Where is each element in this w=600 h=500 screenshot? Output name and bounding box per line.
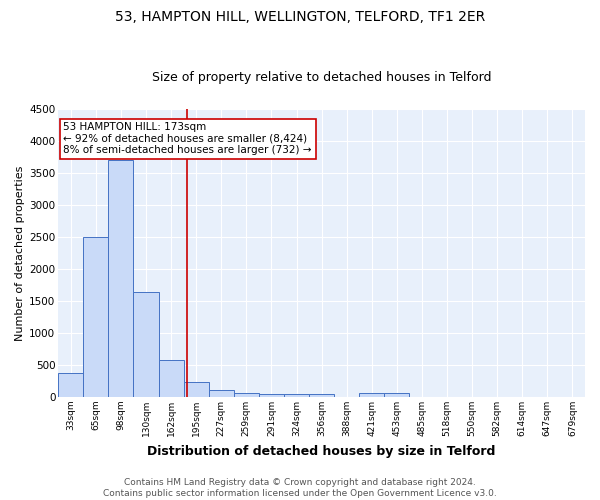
Bar [58, 372, 83, 397]
Text: 53 HAMPTON HILL: 173sqm
← 92% of detached houses are smaller (8,424)
8% of semi-: 53 HAMPTON HILL: 173sqm ← 92% of detache… [64, 122, 312, 156]
Bar [234, 393, 259, 397]
Bar [284, 394, 309, 397]
Bar [359, 393, 385, 397]
Bar [158, 360, 184, 397]
Text: 53, HAMPTON HILL, WELLINGTON, TELFORD, TF1 2ER: 53, HAMPTON HILL, WELLINGTON, TELFORD, T… [115, 10, 485, 24]
Bar [184, 382, 209, 397]
Bar [259, 394, 284, 397]
Y-axis label: Number of detached properties: Number of detached properties [15, 166, 25, 341]
Bar [109, 160, 133, 397]
Bar [133, 292, 158, 397]
X-axis label: Distribution of detached houses by size in Telford: Distribution of detached houses by size … [148, 444, 496, 458]
Bar [209, 390, 234, 397]
Bar [83, 237, 109, 397]
Title: Size of property relative to detached houses in Telford: Size of property relative to detached ho… [152, 72, 491, 85]
Text: Contains HM Land Registry data © Crown copyright and database right 2024.
Contai: Contains HM Land Registry data © Crown c… [103, 478, 497, 498]
Bar [309, 394, 334, 397]
Bar [385, 393, 409, 397]
